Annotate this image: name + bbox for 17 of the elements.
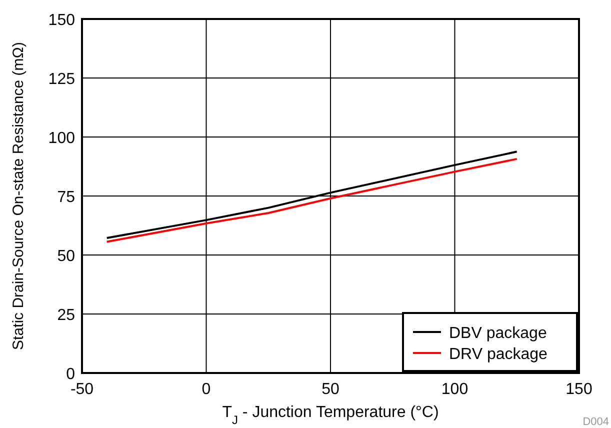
y-tick-label: 25 bbox=[57, 307, 76, 324]
x-tick-label: 100 bbox=[441, 381, 468, 398]
y-tick-label: 125 bbox=[48, 71, 76, 88]
x-tick-label: -50 bbox=[70, 381, 94, 398]
y-tick-label: 0 bbox=[66, 366, 76, 383]
y-tick-label: 150 bbox=[48, 12, 76, 29]
x-tick-label: 50 bbox=[322, 381, 340, 398]
y-tick-label: 100 bbox=[48, 130, 76, 147]
x-tick-label: 0 bbox=[202, 381, 211, 398]
x-axis-title: T$_{J}$ - Junction Temperature (°C) bbox=[222, 404, 439, 427]
x-tick-label: 150 bbox=[566, 381, 592, 398]
text: D004 bbox=[582, 416, 609, 428]
y-tick-label: 50 bbox=[57, 248, 76, 265]
y-tick-label: 75 bbox=[57, 189, 76, 206]
y-axis-title: Static Drain-Source On-state Resistance (mΩ) bbox=[10, 42, 27, 350]
legend-label: DRV package bbox=[449, 346, 548, 363]
legend-label: DBV package bbox=[449, 325, 547, 342]
